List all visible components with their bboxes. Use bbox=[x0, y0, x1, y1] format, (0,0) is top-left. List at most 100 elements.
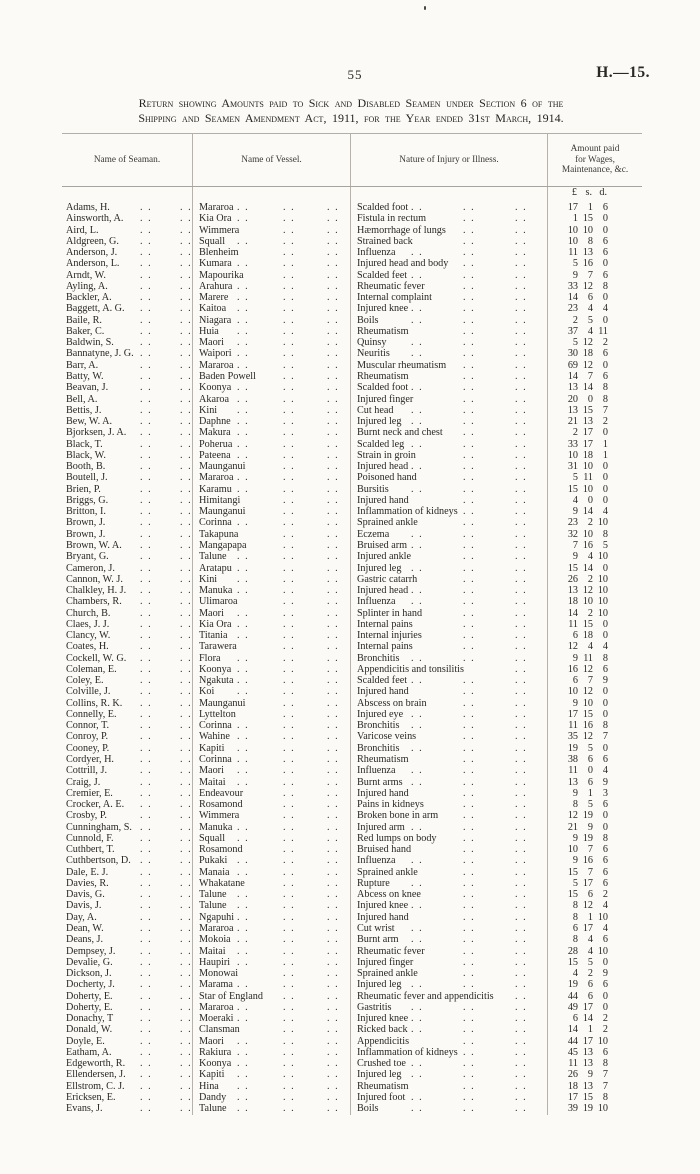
dot-leader: . . bbox=[327, 1091, 340, 1103]
amount-shillings: 11 bbox=[583, 652, 593, 664]
scan-speck bbox=[424, 6, 426, 10]
seaman-name-cell: Baile, R. . . . . bbox=[62, 315, 192, 326]
dot-leader: . . bbox=[140, 675, 153, 687]
dot-leader: . . bbox=[463, 720, 476, 732]
dot-leader: . . bbox=[283, 1058, 296, 1070]
dot-leader: . . bbox=[140, 314, 153, 326]
amount-cell: 12 4 4 bbox=[547, 641, 642, 653]
injury-cell-text: Rupture bbox=[357, 877, 390, 889]
dot-leader: . . bbox=[283, 641, 296, 653]
amount-pounds: 18 bbox=[567, 1080, 578, 1092]
dot-leader: . . bbox=[237, 416, 250, 428]
injury-cell-text: Injured hand bbox=[357, 911, 409, 923]
dot-leader: . . bbox=[515, 1091, 528, 1103]
dot-leader: . . bbox=[180, 720, 192, 732]
dot-leader: . . bbox=[463, 742, 476, 754]
dot-leader: . . bbox=[283, 427, 296, 439]
dot-leader: . . bbox=[515, 269, 528, 281]
dot-leader: . . bbox=[283, 844, 296, 856]
dot-leader: . . bbox=[237, 663, 250, 675]
amount-shillings: 12 bbox=[582, 731, 593, 743]
amount-cell: 8 12 4 bbox=[547, 900, 642, 912]
dot-leader: . . bbox=[283, 585, 296, 597]
dot-leader: . . bbox=[515, 1024, 528, 1036]
header-nature-of-injury: Nature of Injury or Illness. bbox=[350, 134, 547, 186]
dot-leader: . . bbox=[140, 370, 153, 382]
amount-shillings: 2 bbox=[587, 517, 593, 529]
dot-leader: . . bbox=[463, 1013, 476, 1025]
injury-cell-text: Influenza bbox=[357, 596, 396, 608]
seaman-name-cell: Collins, R. K. . . . . bbox=[62, 698, 192, 709]
amount-pounds: 23 bbox=[567, 303, 578, 315]
dot-leader: . . bbox=[283, 1013, 296, 1025]
vessel-name-cell: Mangapapa . . . . bbox=[192, 539, 350, 552]
amount-shillings: 6 bbox=[587, 754, 593, 766]
vessel-name-cell: Blenheim . . . . bbox=[192, 247, 350, 259]
dot-leader: . . bbox=[283, 742, 296, 754]
injury-cell: Bronchitis . . . . . . bbox=[350, 742, 547, 755]
dot-leader: . . bbox=[180, 224, 192, 236]
dot-leader: . . bbox=[411, 821, 424, 833]
seaman-name-cell: Eatham, A. . . . . bbox=[62, 1047, 192, 1058]
dot-leader: . . bbox=[515, 303, 528, 315]
amount-shillings: 12 bbox=[582, 686, 593, 698]
vessel-name-cell-text: Mararoa bbox=[199, 472, 234, 484]
vessel-name-cell-text: Kini bbox=[199, 404, 218, 416]
seaman-name-cell-text: Cameron, J. bbox=[66, 562, 115, 574]
vessel-name-cell-text: Talune bbox=[199, 900, 227, 912]
injury-cell: Bronchitis . . . . . . bbox=[350, 720, 547, 732]
dot-leader: . . bbox=[327, 483, 340, 495]
dot-leader: . . bbox=[237, 934, 250, 946]
vessel-name-cell-text: Pukaki bbox=[199, 855, 228, 867]
dot-leader: . . bbox=[515, 393, 528, 405]
amount-pounds: 10 bbox=[567, 235, 578, 247]
table-row: Cockell, W. G.. .. . Flora. .. .. . Bronch… bbox=[62, 652, 642, 664]
dot-leader: . . bbox=[180, 630, 192, 642]
dot-leader: . . bbox=[327, 314, 340, 326]
vessel-name-cell-text: Manaia bbox=[199, 866, 230, 878]
dot-leader: . . bbox=[237, 866, 250, 878]
injury-cell: Hæmorrhage of lungs . . . . bbox=[350, 224, 547, 236]
dot-leader: . . bbox=[180, 314, 192, 326]
seaman-name-cell: Cuthbertson, D. . . . . bbox=[62, 855, 192, 866]
seaman-name-cell: Bew, W. A. . . . . bbox=[62, 416, 192, 427]
table-row: Eatham, A.. .. . Rakiura. .. .. . Inflamma… bbox=[62, 1046, 642, 1059]
vessel-name-cell: Rosamond . . . . bbox=[192, 844, 350, 856]
amount-shillings: 6 bbox=[587, 292, 593, 304]
dot-leader: . . bbox=[283, 528, 296, 540]
injury-cell-text: Boils bbox=[357, 314, 379, 326]
vessel-name-cell: Kaitoa . . . . . . bbox=[192, 303, 350, 315]
dot-leader: . . bbox=[140, 968, 153, 980]
table-row: Davis, G.. .. . Talune. .. .. . Abcess on … bbox=[62, 889, 642, 901]
dot-leader: . . bbox=[140, 990, 153, 1002]
seaman-name-cell-text: Brien, P. bbox=[66, 483, 101, 495]
seaman-name-cell-text: Davis, G. bbox=[66, 889, 105, 901]
dot-leader: . . bbox=[463, 539, 476, 551]
amount-pence: 9 bbox=[602, 675, 608, 687]
dot-leader: . . bbox=[327, 652, 340, 664]
seaman-name-cell-text: Boutell, J. bbox=[66, 472, 108, 484]
dot-leader: . . bbox=[327, 370, 340, 382]
dot-leader: . . bbox=[463, 1001, 476, 1013]
dot-leader: . . bbox=[411, 404, 424, 416]
dot-leader: . . bbox=[140, 821, 153, 833]
amount-shillings: 1 bbox=[587, 911, 593, 923]
amount-pounds: 10 bbox=[567, 844, 578, 856]
table-row: Davis, J.. .. . Talune. .. .. . Injured kn… bbox=[62, 900, 642, 912]
dot-leader: . . bbox=[515, 866, 528, 878]
dot-leader: . . bbox=[327, 607, 340, 619]
injury-cell-text: Bronchitis bbox=[357, 720, 400, 732]
dot-leader: . . bbox=[237, 292, 250, 304]
dot-leader: . . bbox=[411, 675, 424, 687]
dot-leader: . . bbox=[180, 945, 192, 957]
amount-pounds: 6 bbox=[572, 1013, 578, 1025]
amount-cell: 17 1 6 bbox=[547, 202, 642, 214]
seaman-name-cell: Craig, J. . . . . bbox=[62, 777, 192, 788]
table-row: Clancy, W.. .. . Titania. .. .. . Internal… bbox=[62, 630, 642, 642]
amount-pence: 6 bbox=[602, 866, 608, 878]
dot-leader: . . bbox=[180, 280, 192, 292]
dot-leader: . . bbox=[463, 708, 476, 720]
pounds-symbol: £ bbox=[571, 187, 577, 198]
dot-leader: . . bbox=[140, 359, 153, 371]
table-row: Crocker, A. E.. .. . Rosamond. .. . Pains … bbox=[62, 799, 642, 811]
